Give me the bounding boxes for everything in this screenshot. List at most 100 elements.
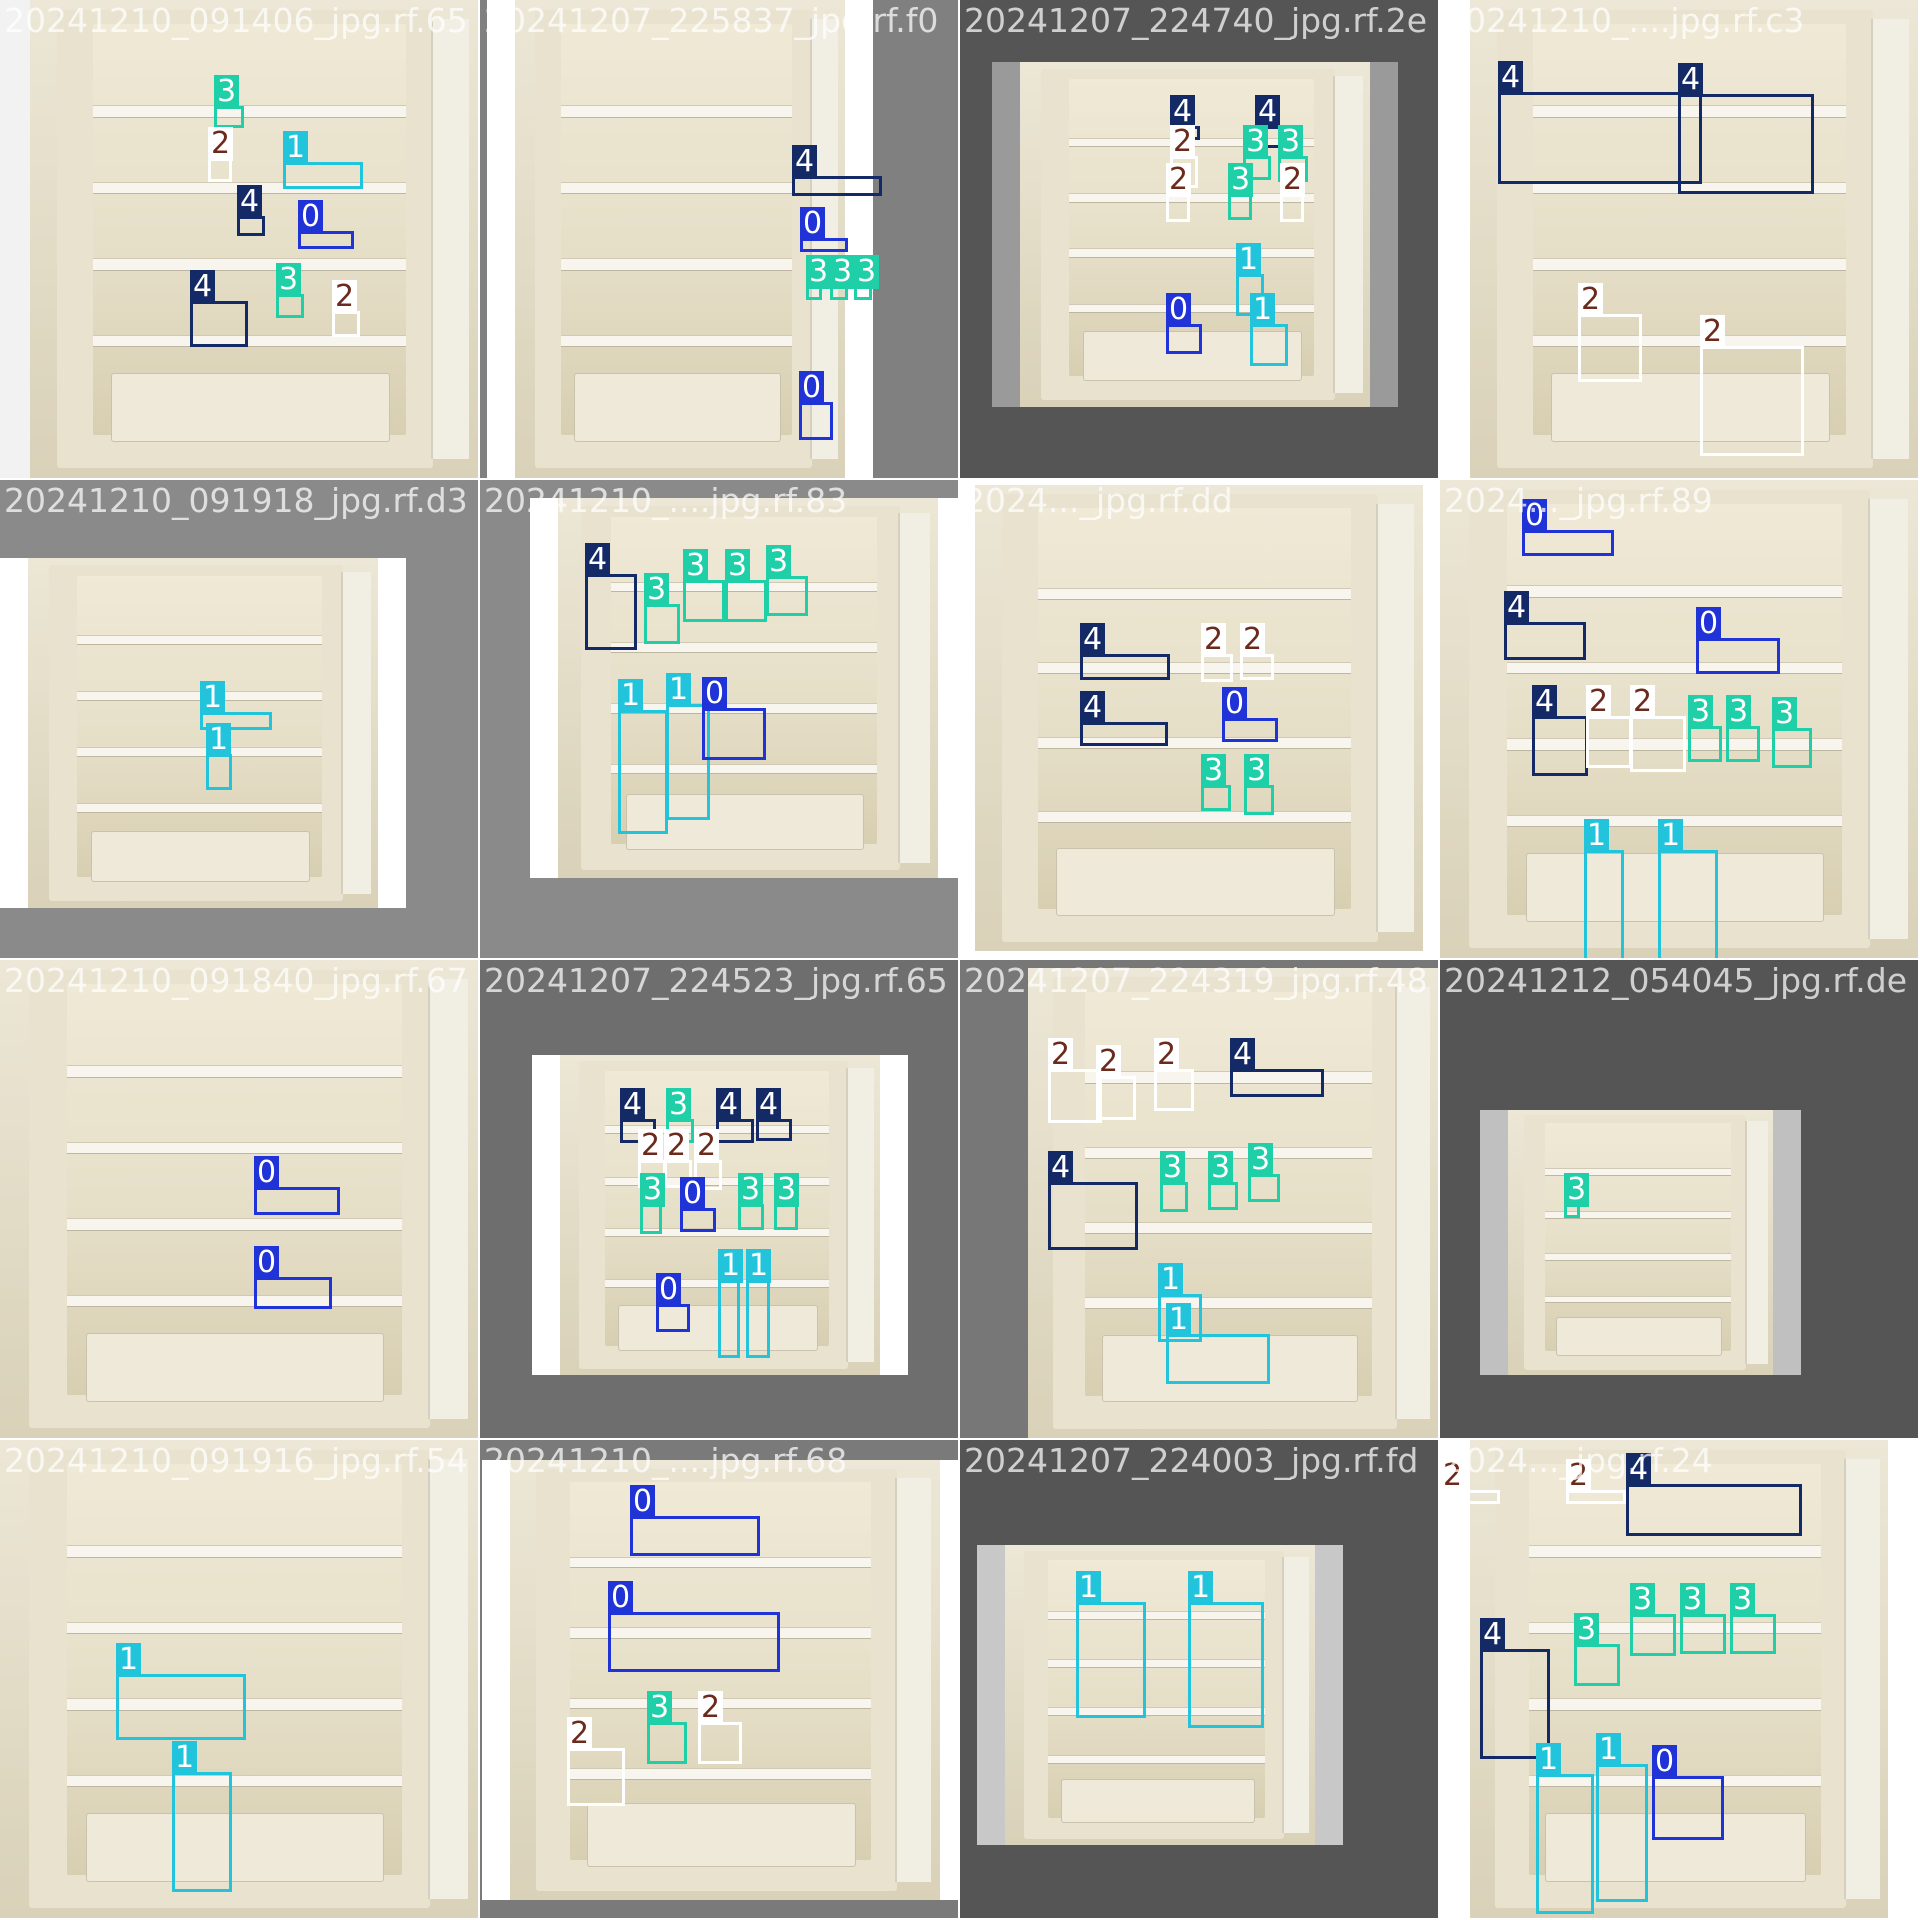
class-label: 2 <box>638 1129 664 1163</box>
fridge-drawer <box>1060 1779 1255 1823</box>
class-label: 4 <box>1170 95 1196 129</box>
class-label: 3 <box>640 1173 666 1207</box>
class-label: 0 <box>630 1485 656 1519</box>
detection-box: 2 <box>1048 1038 1102 1123</box>
detection-box: 4 <box>585 543 637 650</box>
detection-box: 1 <box>172 1741 232 1892</box>
detection-box: 3 <box>640 1173 666 1234</box>
detection-box: 3 <box>1243 125 1271 180</box>
detection-box: 2 <box>1630 685 1686 772</box>
fridge-shelf <box>1085 1297 1373 1310</box>
detection-box: 3 <box>1564 1173 1590 1218</box>
class-label: 1 <box>200 681 226 715</box>
class-label: 1 <box>666 673 692 707</box>
class-label: 2 <box>1154 1038 1180 1072</box>
class-label: 4 <box>237 185 263 219</box>
class-label: 1 <box>1166 1303 1192 1337</box>
fridge-shelf <box>1069 248 1314 258</box>
fridge-interior <box>1545 1123 1731 1352</box>
detection-box: 3 <box>1574 1613 1620 1686</box>
fridge-interior <box>66 983 402 1395</box>
fridge-drawer <box>1083 331 1302 382</box>
fridge-door-edge <box>1395 986 1430 1420</box>
detection-box: 3 <box>766 545 808 616</box>
class-label: 4 <box>1532 685 1558 719</box>
detection-box: 1 <box>1584 819 1624 958</box>
fridge-drawer <box>617 1304 818 1352</box>
image-filename: 20241207_224523_jpg.rf.65 <box>484 962 948 1000</box>
class-label: 3 <box>1680 1583 1706 1617</box>
class-label: 3 <box>1243 125 1269 159</box>
fridge-shelf <box>1069 193 1314 203</box>
detection-box: 0 <box>1652 1745 1724 1840</box>
mosaic-tile: 4 3 4 4 2 2 2 3 0 3 3 0 1 1 20241207_224523_jpg.rf.65 <box>480 960 958 1438</box>
fridge-shelf <box>66 1698 402 1711</box>
detection-box: 1 <box>1166 1303 1270 1384</box>
class-label: 1 <box>746 1249 772 1283</box>
class-label: 1 <box>1584 819 1610 853</box>
detection-box: 2 <box>1280 163 1306 222</box>
fridge-drawer <box>110 372 391 442</box>
detection-box: 3 <box>774 1173 800 1230</box>
class-label: 2 <box>208 127 234 161</box>
class-label: 2 <box>664 1129 690 1163</box>
fridge-shelf <box>604 1227 829 1237</box>
fridge-shelf <box>1506 585 1842 598</box>
fridge-drawer <box>1545 1812 1807 1882</box>
fridge-interior <box>1528 1463 1822 1875</box>
class-label: 4 <box>1626 1453 1652 1487</box>
detection-box: 4 <box>1626 1453 1802 1536</box>
class-label: 3 <box>214 75 240 109</box>
fridge-door-edge <box>1868 499 1909 939</box>
detection-box: 1 <box>1596 1733 1648 1902</box>
fridge-photo <box>0 960 478 1438</box>
fridge-drawer <box>1055 848 1336 916</box>
class-label: 4 <box>190 270 216 304</box>
fridge-shelf <box>66 1294 402 1308</box>
class-label: 3 <box>806 255 832 289</box>
fridge-shelf <box>1506 661 1842 675</box>
class-label: 3 <box>766 545 792 579</box>
fridge-drawer <box>1550 372 1831 442</box>
detection-box: 0 <box>608 1581 780 1672</box>
class-label: 2 <box>694 1129 720 1163</box>
detection-box: 3 <box>1772 697 1812 768</box>
mosaic-tile: 0 4 0 4 2 2 3 3 3 1 1 2024..._jpg.rf.89 <box>1440 480 1918 958</box>
class-label: 2 <box>1096 1045 1122 1079</box>
image-filename: 20241212_054045_jpg.rf.de <box>1444 962 1908 1000</box>
mosaic-tile: 0 0 20241210_091840_jpg.rf.67 <box>0 960 478 1438</box>
image-filename: 2024..._jpg.rf.dd <box>964 482 1233 520</box>
fridge-shelf <box>1545 1210 1731 1219</box>
detection-box: 3 <box>1688 695 1722 762</box>
fridge-shelf <box>604 1176 829 1186</box>
fridge-shelf <box>570 1768 872 1780</box>
class-label: 1 <box>172 1741 198 1775</box>
class-label: 3 <box>1201 754 1227 788</box>
detection-box: 4 <box>190 270 248 347</box>
fridge-drawer <box>86 1332 385 1402</box>
class-label: 0 <box>1522 499 1548 533</box>
fridge-shelf <box>1085 1071 1373 1084</box>
class-label: 3 <box>1726 695 1752 729</box>
class-label: 1 <box>1250 293 1276 327</box>
detection-box: 2 <box>694 1129 722 1190</box>
fridge-shelf <box>66 1774 402 1788</box>
detection-box: 2 <box>1440 1459 1500 1504</box>
class-label: 2 <box>1700 315 1726 349</box>
image-filename: 20241207_224319_jpg.rf.48 <box>964 962 1428 1000</box>
class-label: 3 <box>683 549 709 583</box>
image-filename: 20241210_091840_jpg.rf.67 <box>4 962 468 1000</box>
fridge-shelf <box>1532 334 1847 348</box>
class-label: 3 <box>1730 1583 1756 1617</box>
fridge-interior <box>561 23 793 435</box>
fridge-photo <box>1508 1110 1773 1375</box>
class-label: 0 <box>1652 1745 1678 1779</box>
detection-box: 4 <box>1230 1038 1324 1097</box>
detection-box: 0 <box>680 1177 716 1232</box>
class-label: 0 <box>702 677 728 711</box>
mosaic-tile: 3 20241212_054045_jpg.rf.de <box>1440 960 1918 1438</box>
image-filename: 20241210_091918_jpg.rf.d3 <box>4 482 468 520</box>
detection-box: 1 <box>718 1249 744 1358</box>
class-label: 2 <box>567 1717 593 1751</box>
class-label: 0 <box>1222 687 1248 721</box>
